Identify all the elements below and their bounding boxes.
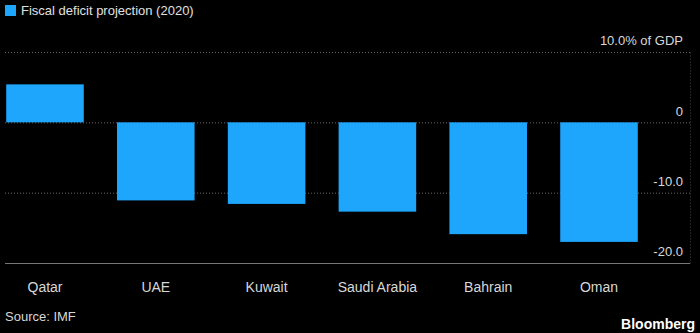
x-tick: Bahrain [464,279,512,295]
y-tick: 0 [5,104,690,123]
y-axis: 10.0% of GDP 0 -10.0 -20.0 [5,33,691,263]
brand: Bloomberg [621,316,695,332]
bar [449,122,527,234]
bar [6,84,84,122]
legend-swatch [5,5,16,16]
x-tick-label: UAE [141,279,170,295]
legend-label: Fiscal deficit projection (2020) [21,3,194,18]
y-tick: 10.0% of GDP [5,33,690,52]
bar [560,122,638,242]
x-tick-label: Bahrain [464,279,512,295]
y-tick: -20.0 [5,244,690,263]
bars [6,84,638,242]
legend: Fiscal deficit projection (2020) [5,3,194,18]
x-tick-label: Saudi Arabia [338,279,418,295]
x-tick: UAE [141,279,170,295]
background [0,0,700,333]
x-tick: Oman [580,279,618,295]
bar [228,122,306,204]
y-tick-label: -10.0 [653,174,683,189]
x-tick-label: Kuwait [246,279,288,295]
bar [117,122,195,200]
grid-line [5,52,690,53]
source: Source: IMF [5,309,76,324]
x-axis: Qatar UAE Kuwait Saudi Arabia Bahrain Oman [27,279,618,295]
y-tick-label: 10.0% of GDP [600,33,683,48]
y-axis-line [690,53,691,264]
x-tick-label: Qatar [27,279,62,295]
y-tick-label: 0 [676,104,683,119]
x-tick-label: Oman [580,279,618,295]
x-tick: Kuwait [246,279,288,295]
bar [339,122,417,211]
grid-line [5,263,690,264]
y-tick-label: -20.0 [653,244,683,259]
x-tick: Saudi Arabia [338,279,418,295]
x-tick: Qatar [27,279,62,295]
